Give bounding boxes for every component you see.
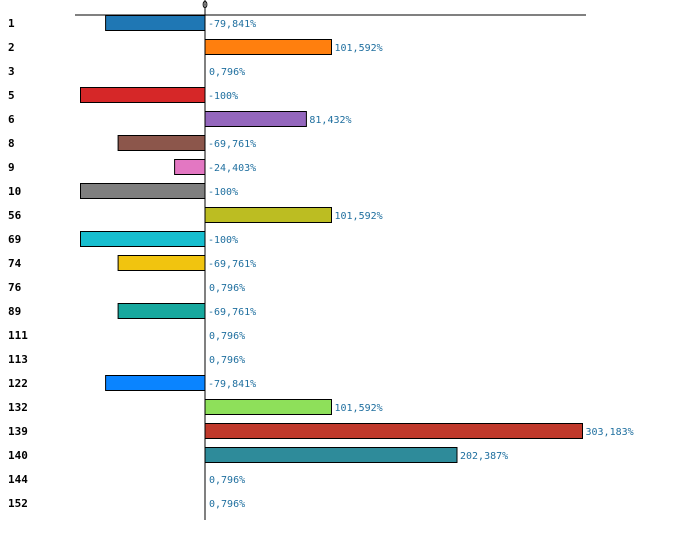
category-label-139: 139 (8, 425, 28, 438)
value-label-8: -69,761% (208, 139, 256, 150)
bar-6 (204, 111, 307, 127)
bar-122 (105, 375, 206, 391)
bar-8 (117, 135, 206, 151)
category-label-5: 5 (8, 89, 15, 102)
value-label-6: 81,432% (309, 115, 351, 126)
value-label-122: -79,841% (208, 379, 256, 390)
value-label-3: 0,796% (209, 67, 245, 78)
category-label-8: 8 (8, 137, 15, 150)
value-label-113: 0,796% (209, 355, 245, 366)
value-label-132: 101,592% (335, 403, 383, 414)
category-label-74: 74 (8, 257, 22, 270)
value-labels-group: -79,841% 101,592% 0,796% -100% 81,432% -69,76… (208, 19, 634, 510)
bar-56 (204, 207, 332, 223)
category-label-9: 9 (8, 161, 15, 174)
value-label-2: 101,592% (335, 43, 383, 54)
value-label-69: -100% (208, 235, 238, 246)
category-label-3: 3 (8, 65, 15, 78)
category-label-1: 1 (8, 17, 15, 30)
bar-1 (105, 15, 206, 31)
bar-2 (204, 39, 332, 55)
bars-group (80, 15, 583, 463)
value-label-5: -100% (208, 91, 238, 102)
category-labels-group: 1235689105669747689111113122132139140144… (8, 17, 28, 510)
category-label-152: 152 (8, 497, 28, 510)
category-label-140: 140 (8, 449, 28, 462)
category-label-111: 111 (8, 329, 28, 342)
category-label-122: 122 (8, 377, 28, 390)
value-label-10: -100% (208, 187, 238, 198)
bar-5 (80, 87, 206, 103)
bar-132 (204, 399, 332, 415)
bar-89 (117, 303, 206, 319)
category-label-56: 56 (8, 209, 22, 222)
value-label-139: 303,183% (586, 427, 634, 438)
value-label-152: 0,796% (209, 499, 245, 510)
bar-69 (80, 231, 206, 247)
value-label-76: 0,796% (209, 283, 245, 294)
category-label-89: 89 (8, 305, 21, 318)
bar-140 (204, 447, 458, 463)
value-label-1: -79,841% (208, 19, 256, 30)
bar-9 (174, 159, 206, 175)
value-label-56: 101,592% (335, 211, 383, 222)
value-label-89: -69,761% (208, 307, 256, 318)
bar-139 (204, 423, 583, 439)
bar-10 (80, 183, 206, 199)
value-label-111: 0,796% (209, 331, 245, 342)
category-label-69: 69 (8, 233, 21, 246)
category-label-113: 113 (8, 353, 28, 366)
bar-74 (117, 255, 206, 271)
category-label-132: 132 (8, 401, 28, 414)
category-label-76: 76 (8, 281, 22, 294)
value-label-9: -24,403% (208, 163, 256, 174)
category-label-10: 10 (8, 185, 21, 198)
category-label-2: 2 (8, 41, 15, 54)
category-label-144: 144 (8, 473, 28, 486)
value-label-74: -69,761% (208, 259, 256, 270)
category-label-6: 6 (8, 113, 15, 126)
value-label-140: 202,387% (460, 451, 508, 462)
value-label-144: 0,796% (209, 475, 245, 486)
